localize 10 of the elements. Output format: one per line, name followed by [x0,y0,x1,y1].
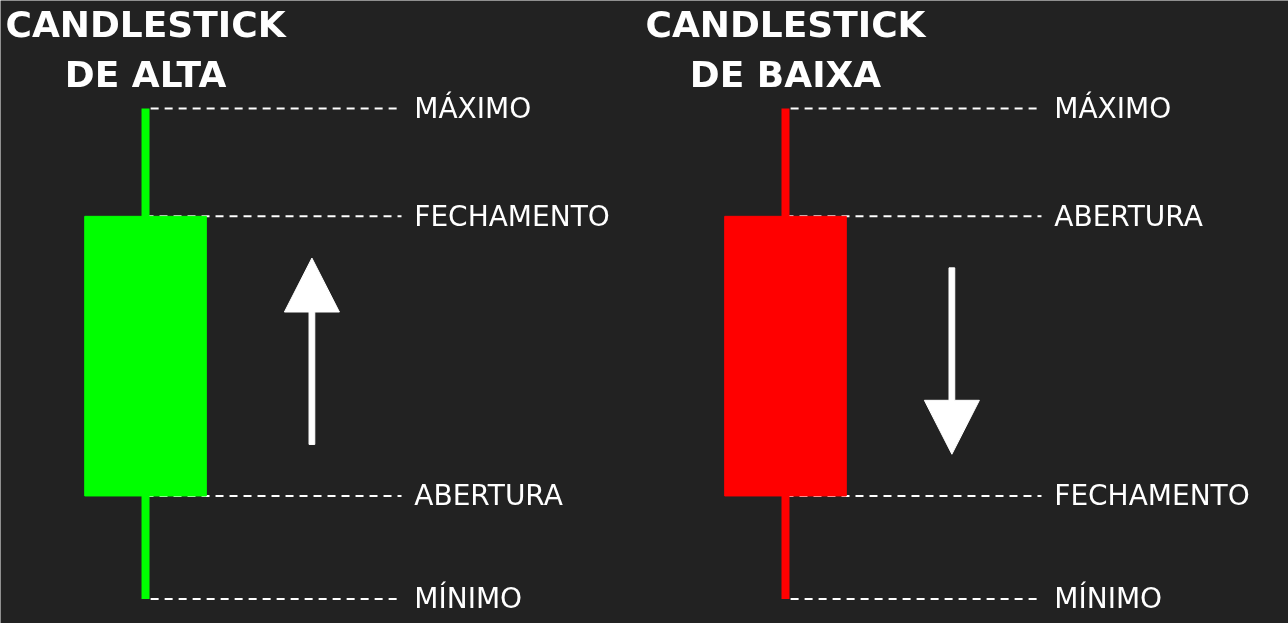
annotation: MÁXIMO [414,90,532,125]
annotation: ABERTURA [1054,199,1203,233]
annotation: MÁXIMO [1054,90,1172,125]
annotation: MÍNIMO [1054,581,1163,616]
annotation: FECHAMENTO [414,199,610,233]
x-tick-label: CANDLESTICK DE BAIXA [645,4,927,95]
annotation: FECHAMENTO [1054,479,1250,513]
annotation: MÍNIMO [414,581,523,616]
x-tick-label: CANDLESTICK DE ALTA [5,4,287,95]
annotation: ABERTURA [414,479,563,513]
